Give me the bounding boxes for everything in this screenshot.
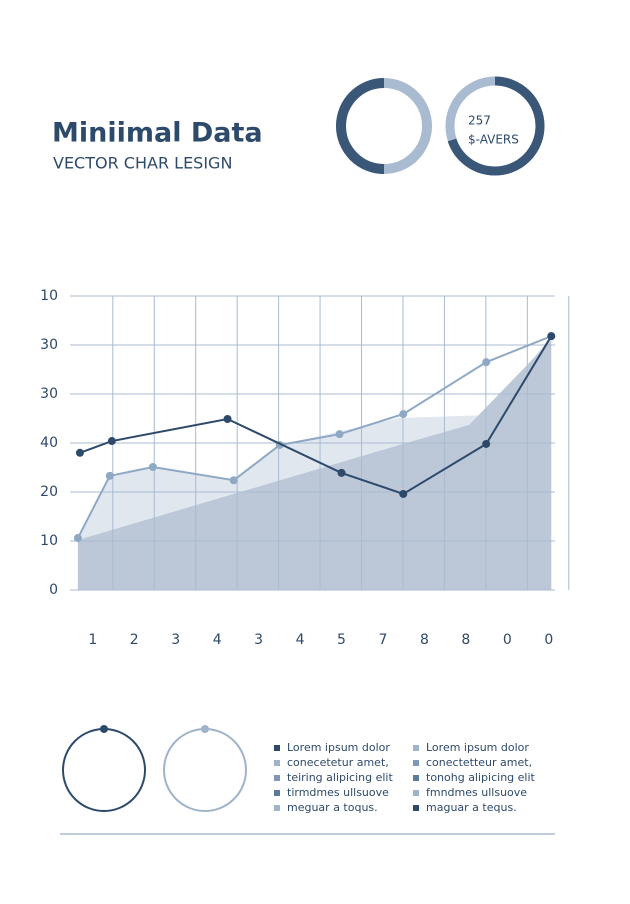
badge-number: 257	[468, 114, 491, 128]
point	[399, 489, 408, 498]
legend-swatch	[413, 745, 419, 751]
point	[73, 534, 82, 543]
legend-text: Lorem ipsum dolor	[426, 741, 529, 754]
legend-text: meguar a toqus.	[287, 801, 378, 814]
point	[75, 448, 84, 457]
x-tick-label: 1	[88, 632, 97, 648]
legend-text: teiring alipicing elit	[287, 771, 393, 784]
badge-label: $-AVERS	[468, 133, 519, 147]
circle	[62, 728, 146, 812]
legend-swatch	[413, 805, 419, 811]
x-tick-label: 0	[544, 632, 553, 648]
circle-dot	[100, 725, 108, 733]
x-tick-label: 4	[296, 632, 305, 648]
y-tick-label: 10	[40, 288, 58, 304]
subtitle: VECTOR CHAR LESIGN	[53, 154, 232, 173]
legend-text: tirmdmes ullsuove	[287, 786, 389, 799]
point	[482, 358, 491, 367]
point	[223, 414, 232, 423]
x-tick-label: 5	[337, 632, 346, 648]
legend-swatch	[274, 760, 280, 766]
point	[105, 471, 114, 480]
point	[547, 332, 556, 341]
y-tick-label: 40	[40, 435, 58, 451]
legend-text: fmndmes ullsuove	[426, 786, 527, 799]
legend-swatch	[413, 790, 419, 796]
y-tick-label: 20	[40, 484, 58, 500]
x-tick-label: 2	[130, 632, 139, 648]
x-tick-label: 4	[213, 632, 222, 648]
chart: 0 10 20 40 30 30 10 1 2 3 4 3 4 5 7 8 8 0 0	[40, 288, 570, 648]
legend-swatch	[274, 805, 280, 811]
legend-text: tonohg alipicing elit	[426, 771, 536, 784]
point	[337, 468, 346, 477]
x-tick-label: 3	[171, 632, 180, 648]
legend-swatch	[274, 775, 280, 781]
title: Miniimal Data	[52, 118, 263, 149]
point	[335, 430, 344, 439]
circle-dot	[201, 725, 209, 733]
ring-arc	[336, 78, 385, 174]
point	[482, 439, 491, 448]
legend-swatch	[274, 745, 280, 751]
y-tick-label: 10	[40, 533, 58, 549]
legend-text: conecetetur amet,	[287, 756, 389, 769]
ring-arc	[447, 76, 545, 176]
legend-text: maguar a tequs.	[426, 801, 517, 814]
y-tick-label: 30	[40, 337, 58, 353]
legend-swatch	[413, 760, 419, 766]
y-tick-label: 0	[49, 582, 58, 598]
legend-text: Lorem ipsum dolor	[287, 741, 390, 754]
point	[148, 463, 157, 472]
y-tick-label: 30	[40, 386, 58, 402]
x-tick-label: 7	[379, 632, 388, 648]
x-tick-label: 3	[254, 632, 263, 648]
x-tick-label: 8	[461, 632, 470, 648]
point	[229, 476, 238, 485]
legend-swatch	[413, 775, 419, 781]
area	[77, 340, 552, 590]
point	[399, 410, 408, 419]
legend-text: conectetteur amet,	[426, 756, 532, 769]
legend-swatch	[274, 790, 280, 796]
x-tick-label: 8	[420, 632, 429, 648]
circle	[163, 728, 247, 812]
point	[107, 437, 116, 446]
legend: Lorem ipsum dolor conecetetur amet, teirin…	[274, 741, 536, 814]
x-tick-label: 0	[503, 632, 512, 648]
